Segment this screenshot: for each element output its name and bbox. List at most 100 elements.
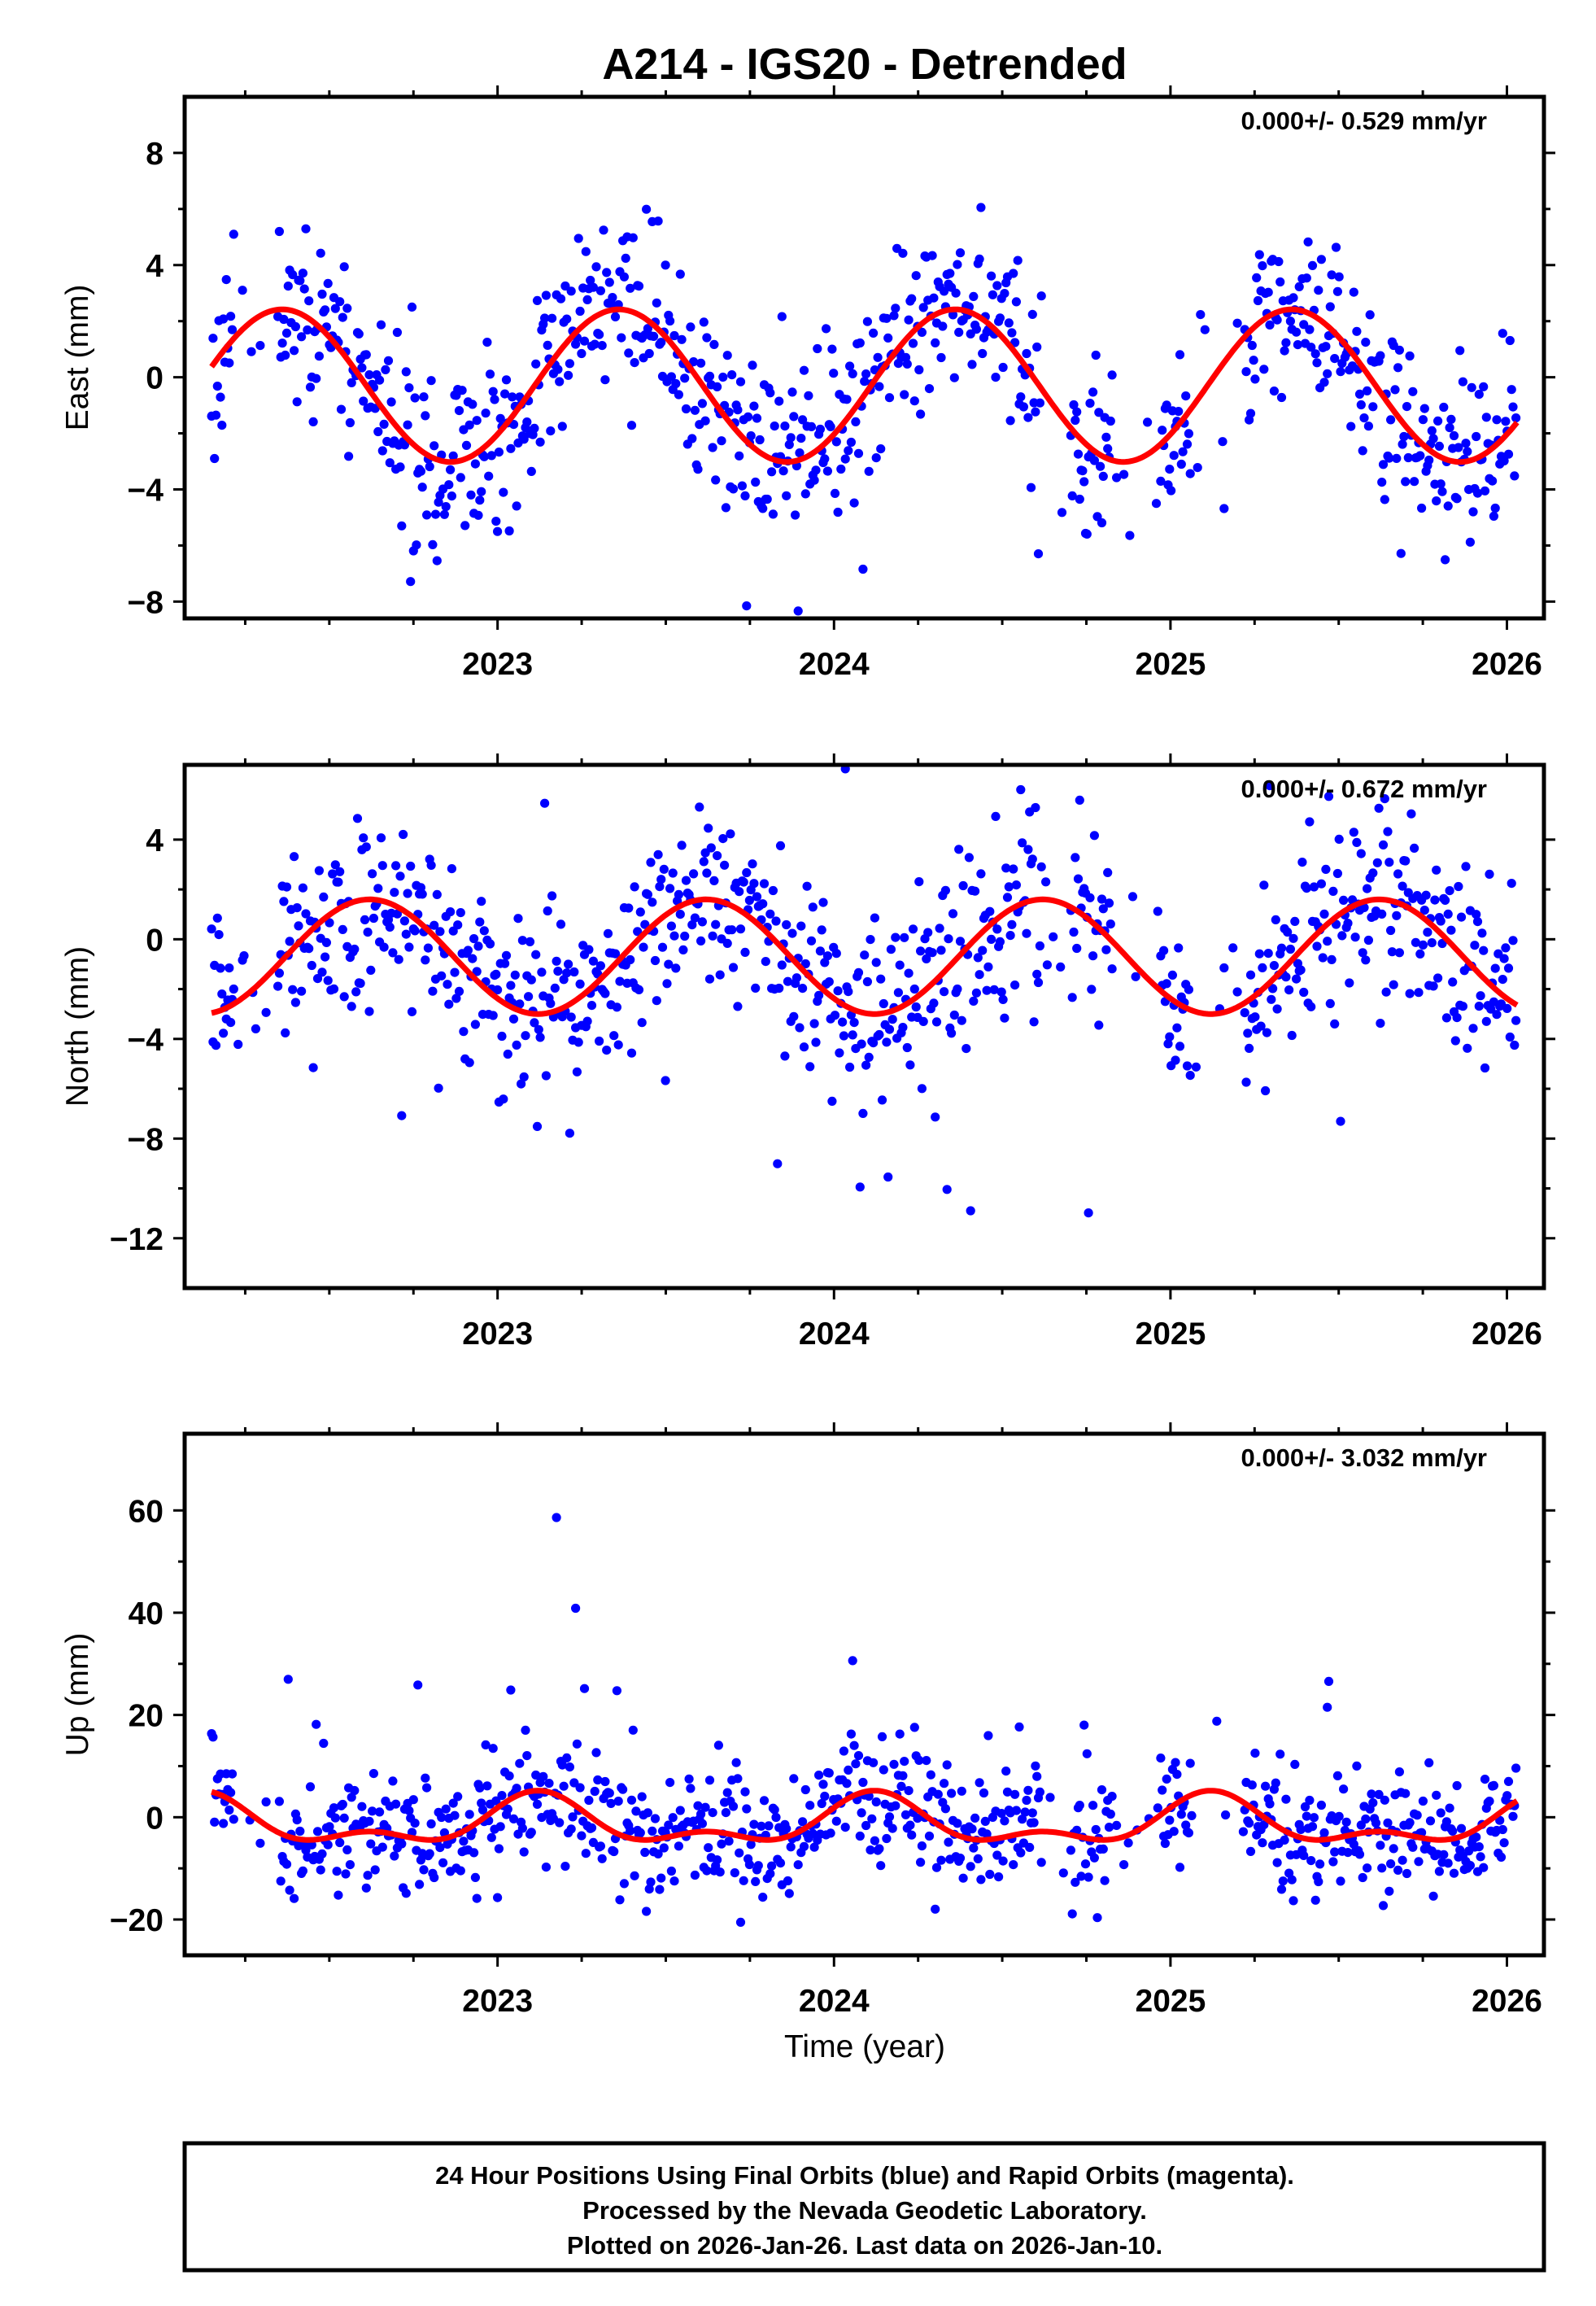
north-point (982, 985, 992, 995)
north-point (1089, 831, 1099, 841)
north-point (1468, 1024, 1478, 1033)
north-point (335, 867, 345, 876)
north-point (288, 985, 298, 994)
up-point (757, 1821, 766, 1831)
up-y-tick-label: 20 (129, 1699, 164, 1734)
east-point (600, 375, 610, 385)
north-point (1361, 955, 1371, 965)
north-point (1423, 928, 1432, 937)
up-point (666, 1866, 677, 1876)
up-point (368, 1769, 378, 1779)
north-point (1312, 941, 1322, 951)
east-point (1035, 398, 1044, 408)
east-point (208, 334, 218, 343)
north-point (839, 1031, 848, 1041)
north-point (319, 892, 329, 902)
up-point (985, 1869, 995, 1880)
up-point (758, 1893, 768, 1902)
up-point (276, 1876, 286, 1886)
north-point (966, 1206, 975, 1216)
east-point (796, 434, 806, 443)
north-fit-line (211, 896, 1519, 1017)
east-point (1511, 413, 1521, 423)
up-point (504, 1771, 514, 1781)
north-point (635, 907, 645, 917)
up-point (342, 1845, 352, 1854)
up-point (453, 1792, 463, 1802)
east-point (1396, 548, 1406, 558)
north-point (905, 1060, 915, 1070)
north-point (771, 916, 781, 926)
east-point (479, 452, 489, 461)
north-point (1167, 970, 1177, 980)
north-point (1358, 948, 1367, 958)
north-point (624, 903, 634, 913)
up-point (1079, 1720, 1089, 1730)
east-point (454, 406, 464, 416)
up-point (686, 1784, 696, 1793)
east-point (1394, 345, 1404, 355)
north-point (739, 877, 748, 887)
east-point (649, 331, 659, 341)
north-point (669, 931, 679, 941)
north-point (668, 868, 678, 878)
east-point (1403, 452, 1413, 463)
north-point (1071, 853, 1080, 863)
north-point (459, 1027, 469, 1037)
north-point (517, 936, 528, 946)
up-point (581, 1849, 591, 1858)
east-point (967, 360, 977, 369)
east-point (597, 341, 607, 351)
north-point (501, 950, 512, 960)
north-point (1159, 946, 1169, 955)
north-point (1041, 877, 1051, 887)
up-point (958, 1873, 968, 1883)
north-point (404, 942, 414, 952)
north-point (587, 1001, 597, 1011)
north-point (1356, 849, 1366, 858)
north-point (361, 842, 371, 852)
north-point (824, 977, 834, 987)
up-point (390, 1851, 399, 1861)
east-point (1082, 529, 1092, 539)
east-point (861, 369, 871, 379)
north-point (229, 984, 238, 994)
east-point (532, 295, 543, 305)
north-point (469, 934, 479, 944)
up-point (1352, 1761, 1362, 1771)
north-point (870, 913, 879, 923)
east-point (936, 352, 946, 363)
north-point (1430, 895, 1440, 905)
up-point (1029, 1818, 1039, 1828)
north-point (914, 877, 924, 887)
east-point (998, 362, 1008, 373)
east-point (876, 444, 886, 454)
east-point (1302, 273, 1311, 283)
east-point (1356, 400, 1366, 410)
up-point (1022, 1795, 1031, 1806)
up-point (1032, 1771, 1042, 1781)
east-point (713, 382, 722, 391)
north-point (1087, 985, 1097, 994)
north-point (1027, 854, 1037, 864)
up-point (229, 1815, 238, 1824)
east-point (842, 395, 852, 404)
east-point (1303, 237, 1313, 247)
north-point (908, 924, 918, 934)
north-point (991, 811, 1001, 822)
up-point (874, 1844, 884, 1854)
east-point (446, 465, 456, 474)
up-point (1250, 1749, 1260, 1758)
north-point (715, 970, 725, 980)
up-point (225, 1805, 234, 1815)
north-point (430, 920, 439, 930)
east-point (1443, 501, 1453, 511)
up-point (1412, 1810, 1422, 1820)
up-point (905, 1820, 915, 1830)
up-point (831, 1816, 841, 1826)
east-point (914, 365, 924, 375)
up-point (532, 1799, 543, 1809)
east-point (976, 203, 986, 212)
east-point (283, 282, 293, 291)
